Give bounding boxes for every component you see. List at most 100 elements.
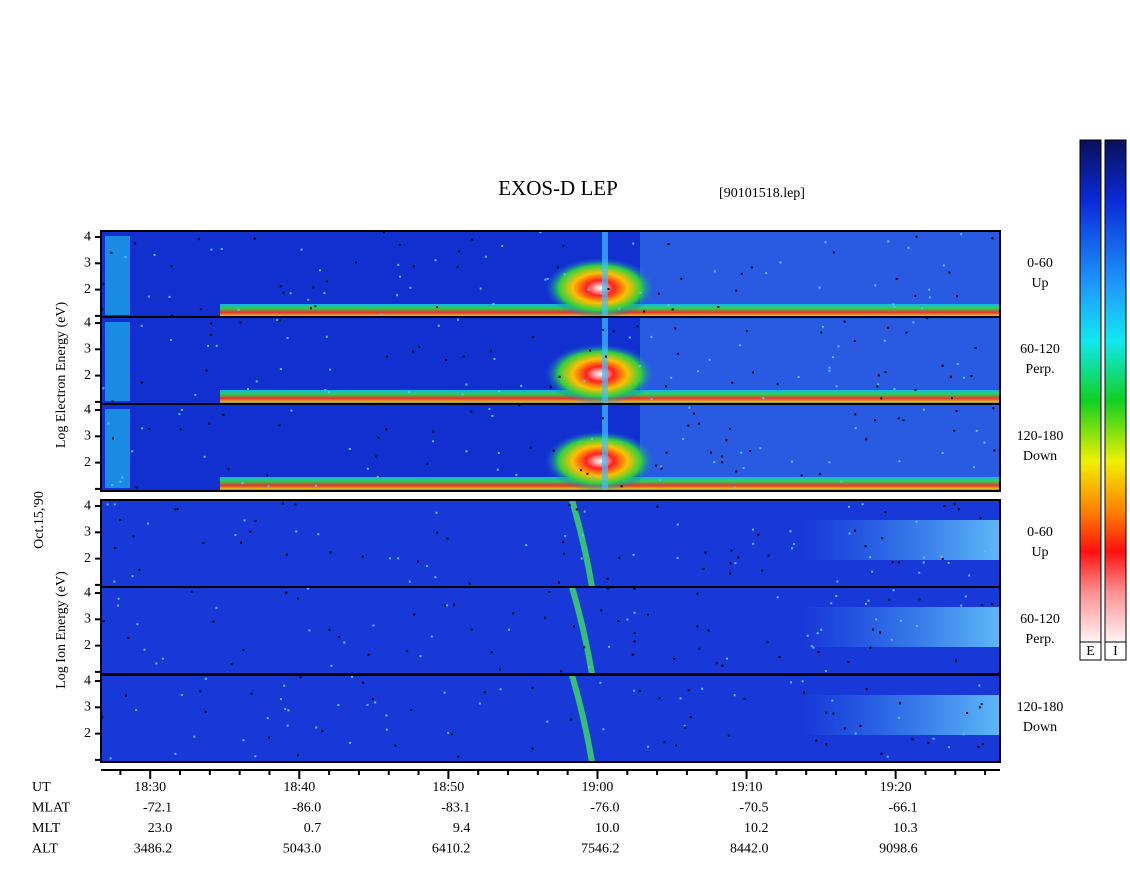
direction-label: Perp. — [1025, 362, 1054, 377]
spectrogram-speckle — [960, 233, 963, 236]
y-tick-label: 2 — [84, 368, 91, 383]
spectrogram-speckle — [886, 755, 889, 758]
spectrogram-speckle — [240, 541, 243, 544]
spectrogram-speckle — [729, 427, 732, 430]
spectrogram-speckle — [840, 480, 843, 483]
spectrogram-speckle — [604, 355, 607, 358]
spectrogram-speckle — [529, 446, 532, 449]
spectrogram-speckle — [146, 522, 149, 525]
spectrogram-speckle — [984, 550, 987, 553]
spectrogram-speckle — [982, 743, 985, 746]
spectrogram-speckle — [563, 552, 566, 555]
spectrogram-speckle — [975, 429, 978, 432]
spectrogram-speckle — [147, 295, 150, 298]
spectrogram-speckle — [372, 624, 375, 627]
spectrogram-speckle — [308, 629, 311, 632]
spectrogram-speckle — [835, 594, 838, 597]
spectrogram-speckle — [209, 334, 212, 337]
spectrogram-speckle — [525, 544, 528, 547]
spectrogram-speckle — [343, 641, 346, 644]
spectrogram-speckle — [562, 244, 565, 247]
spectrogram-speckle — [800, 474, 803, 477]
spectrogram-speckle — [905, 331, 908, 334]
spectrogram-speckle — [821, 325, 824, 328]
spectrogram-speckle — [361, 681, 364, 684]
spectrogram-burst — [545, 431, 655, 491]
spectrogram-speckle — [742, 467, 745, 470]
spectrogram-speckle — [612, 330, 615, 333]
spectrogram-speckle — [276, 318, 279, 321]
spectrogram-speckle — [816, 632, 819, 635]
spectrogram-speckle — [520, 384, 523, 387]
x-tick-label: 19:20 — [880, 780, 912, 795]
spectrogram-speckle — [327, 391, 330, 394]
spectrogram-speckle — [568, 504, 571, 507]
spectrogram-speckle — [880, 397, 883, 400]
spectrogram-speckle — [820, 331, 823, 334]
spectrogram-speckle — [655, 464, 658, 467]
spectrogram-speckle — [658, 697, 661, 700]
spectrogram-speckle — [657, 292, 660, 295]
title: EXOS-D LEP — [498, 176, 618, 200]
spectrogram-speckle — [170, 314, 173, 317]
spectrogram-speckle — [953, 503, 956, 506]
spectrogram-speckle — [638, 690, 641, 693]
spectrogram-speckle — [436, 306, 439, 309]
spectrogram-speckle — [155, 662, 158, 665]
spectrogram-speckle — [897, 417, 900, 420]
spectrogram-speckle — [518, 404, 521, 407]
spectrogram-speckle — [205, 369, 208, 372]
spectrogram-speckle — [859, 724, 862, 727]
spectrogram-speckle — [633, 640, 636, 643]
spectrogram-speckle — [650, 335, 653, 338]
spectrogram-speckle — [902, 419, 905, 422]
spectrogram-speckle — [667, 243, 670, 246]
spectrogram-speckle — [978, 684, 981, 687]
spectrogram-speckle — [230, 663, 233, 666]
spectrogram-speckle — [767, 554, 770, 557]
spectrogram-speckle — [366, 703, 369, 706]
spectrogram-speckle — [148, 428, 151, 431]
spectrogram-speckle — [847, 661, 850, 664]
spectrogram-speckle — [134, 242, 137, 245]
spectrogram-speckle — [926, 317, 929, 320]
spectrogram-speckle — [203, 455, 206, 458]
panel-frame — [100, 403, 1001, 492]
spectrogram-speckle — [978, 706, 981, 709]
spectrogram-speckle — [546, 277, 549, 280]
spectrogram-speckle — [169, 339, 172, 342]
spectrogram-speckle — [560, 670, 563, 673]
spectrogram-speckle — [993, 449, 996, 452]
spectrogram-speckle — [778, 655, 781, 658]
spectrogram-speckle — [707, 629, 710, 632]
spectrogram-speckle — [715, 662, 718, 665]
spectrogram-speckle — [543, 616, 546, 619]
row-value: -86.0 — [292, 801, 321, 816]
spectrogram-speckle — [676, 523, 679, 526]
spectrogram-speckle — [479, 287, 482, 290]
spectrogram-speckle — [355, 261, 358, 264]
spectrogram-speckle — [106, 503, 109, 506]
spectrogram-speckle — [109, 757, 112, 760]
spectrogram-speckle — [281, 502, 284, 505]
spectrogram-speckle — [107, 422, 110, 425]
spectrogram-speckle — [843, 320, 846, 323]
spectrogram-speckle — [408, 391, 411, 394]
spectrogram-speckle — [367, 653, 370, 656]
spectrogram-speckle — [893, 387, 896, 390]
row-value: 7546.2 — [581, 842, 620, 857]
spectrogram-speckle — [131, 575, 134, 578]
spectrogram-speckle — [215, 344, 218, 347]
spectrogram-speckle — [854, 529, 857, 532]
spectrogram-speckle — [830, 602, 833, 605]
spectrogram-burst — [545, 258, 655, 318]
spectrogram-speckle — [922, 561, 925, 564]
spectrogram-speckle — [650, 398, 653, 401]
spectrogram-speckle — [682, 437, 685, 440]
spectrogram-speckle — [531, 686, 534, 689]
spectrogram-speckle — [102, 620, 105, 623]
spectrogram-speckle — [193, 735, 196, 738]
row-value: 6410.2 — [432, 842, 471, 857]
spectrogram-speckle — [735, 289, 738, 292]
spectrogram-speckle — [548, 591, 551, 594]
